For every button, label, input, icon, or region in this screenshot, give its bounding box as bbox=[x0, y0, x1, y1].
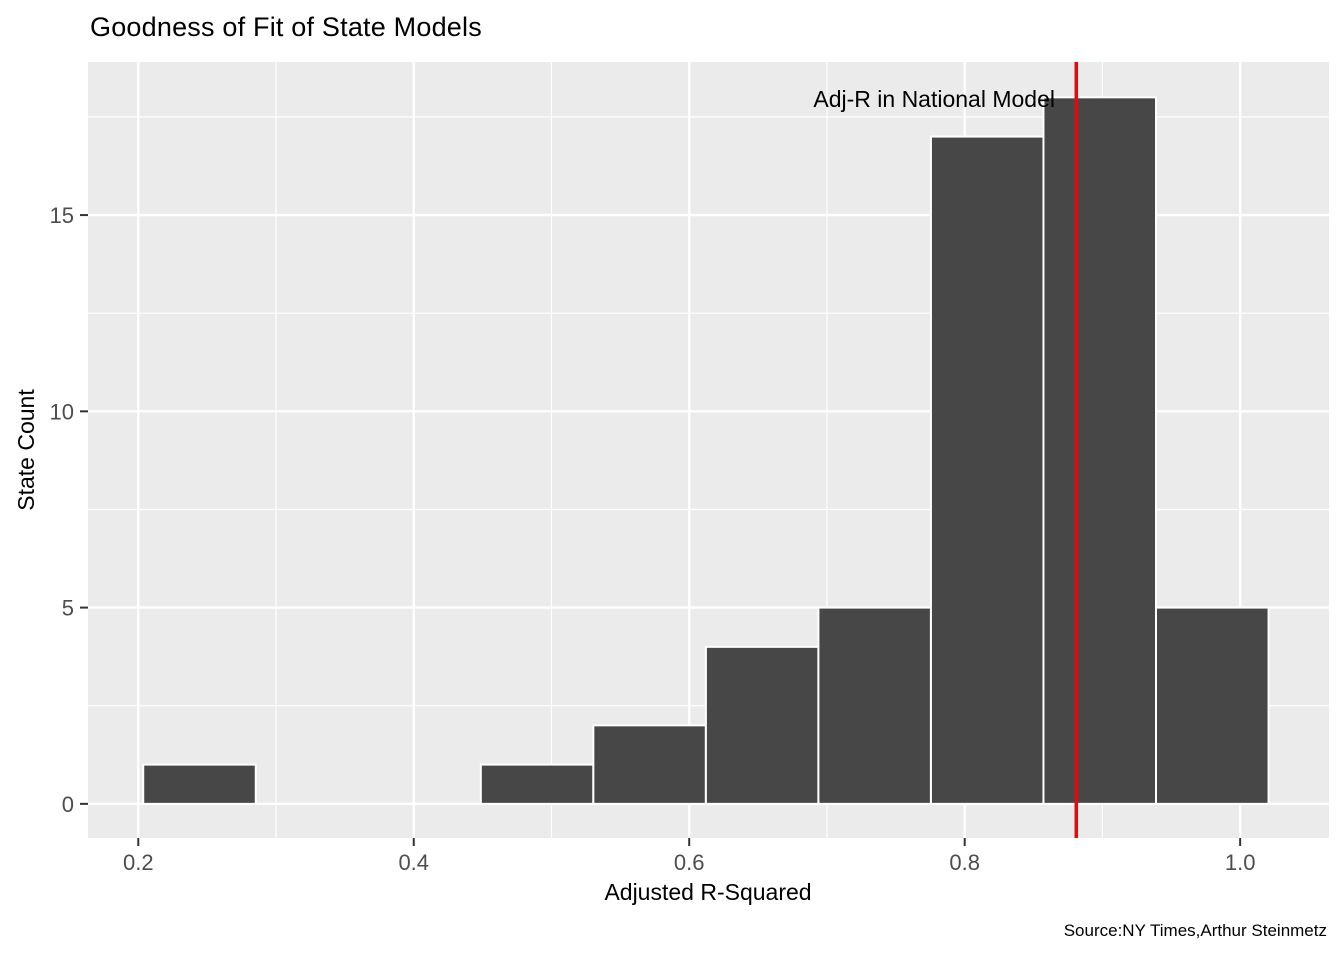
histogram-bar bbox=[592, 724, 707, 805]
x-tick-label: 0.2 bbox=[123, 850, 154, 875]
histogram-bar bbox=[704, 645, 820, 805]
source-caption: Source:NY Times,Arthur Steinmetz bbox=[1063, 921, 1327, 940]
vline-annotation-label: Adj-R in National Model bbox=[813, 86, 1055, 112]
y-tick-label: 0 bbox=[62, 792, 74, 817]
histogram-bar bbox=[929, 135, 1045, 805]
x-tick-label: 0.8 bbox=[949, 850, 980, 875]
y-tick-label: 10 bbox=[50, 399, 74, 424]
x-tick-label: 0.6 bbox=[674, 850, 705, 875]
x-axis-title: Adjusted R-Squared bbox=[604, 879, 812, 905]
histogram-bar bbox=[1042, 96, 1158, 805]
histogram-bar bbox=[817, 606, 932, 805]
y-tick-label: 15 bbox=[50, 203, 74, 228]
y-axis-title: State Count bbox=[13, 389, 39, 511]
x-tick-label: 0.4 bbox=[398, 850, 429, 875]
y-tick-label: 5 bbox=[62, 596, 74, 621]
x-tick-label: 1.0 bbox=[1225, 850, 1256, 875]
histogram-bar bbox=[142, 763, 257, 805]
histogram-bar bbox=[1155, 606, 1270, 805]
chart-title: Goodness of Fit of State Models bbox=[90, 12, 482, 42]
histogram-bar bbox=[479, 763, 595, 805]
